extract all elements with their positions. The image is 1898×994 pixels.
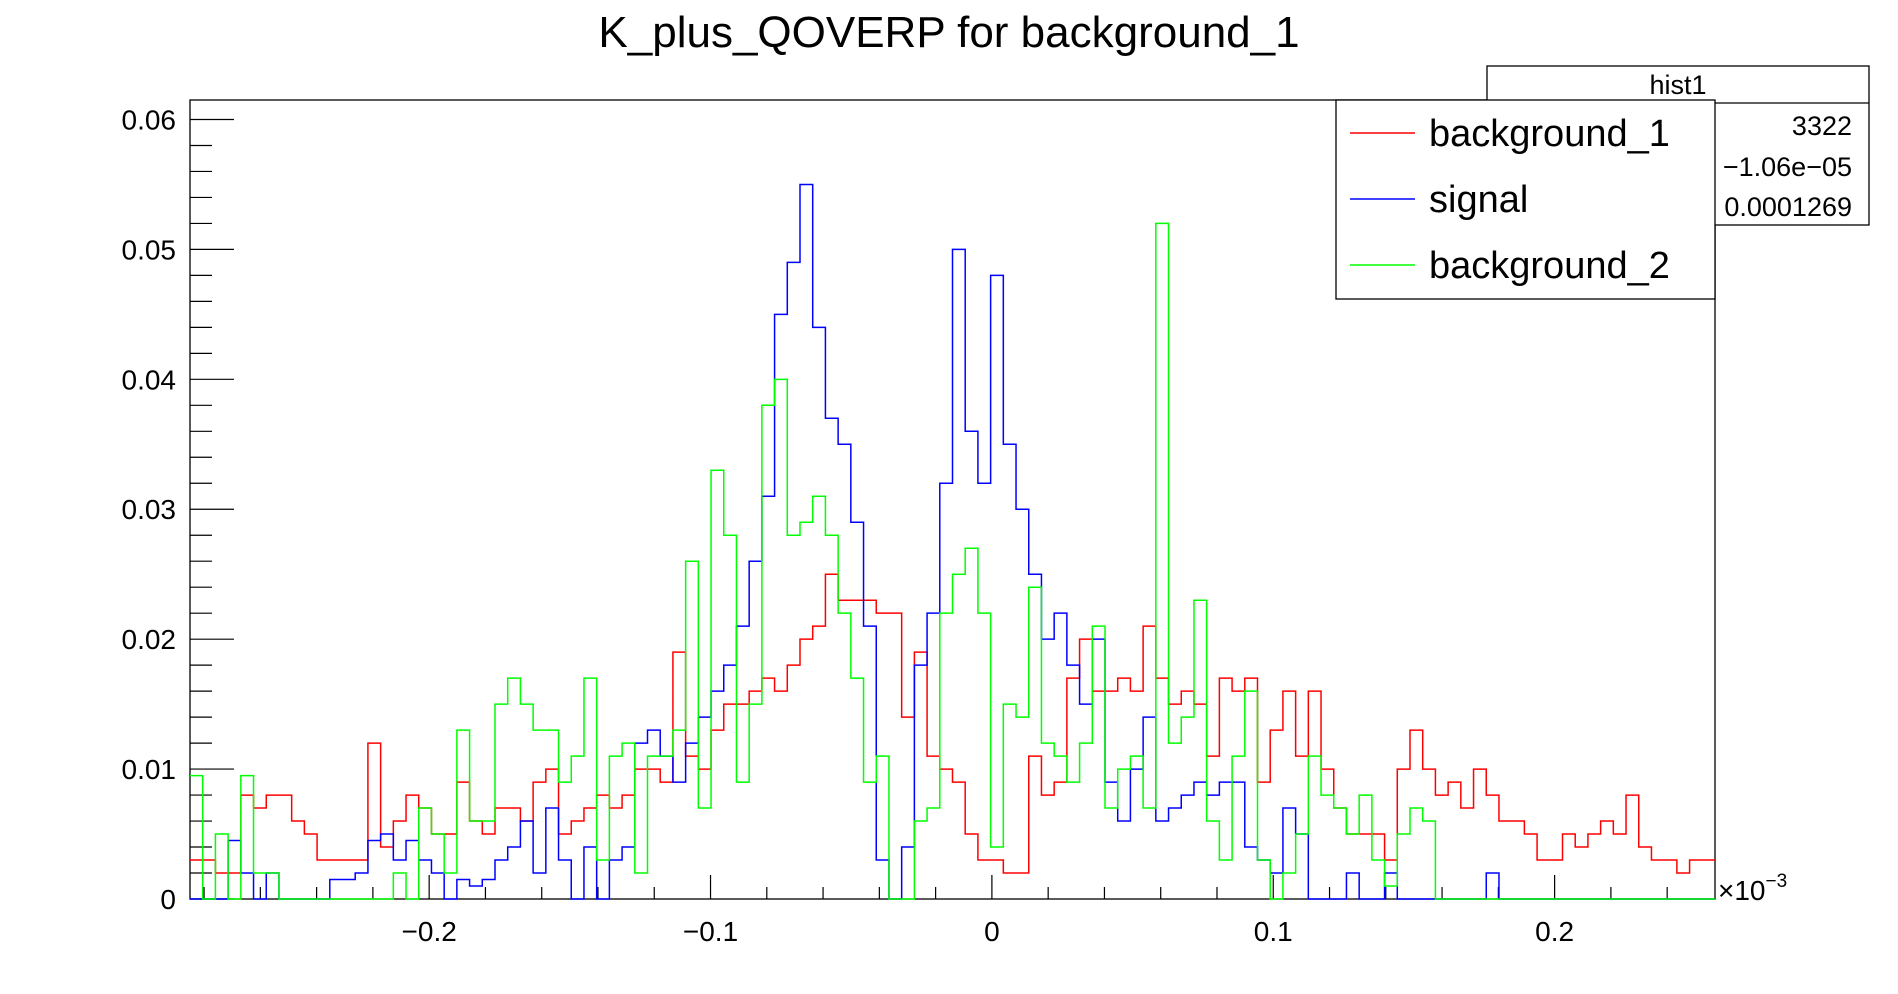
x-tick-label: −0.2 bbox=[402, 916, 457, 947]
stats-box-title: hist1 bbox=[1649, 70, 1706, 100]
legend-entry-background-2: background_2 bbox=[1350, 245, 1670, 287]
y-tick-label: 0.06 bbox=[122, 104, 177, 135]
legend-label-signal: signal bbox=[1429, 179, 1528, 221]
legend: background_1 signal background_2 bbox=[1335, 99, 1716, 300]
stats-entries-value: 3322 bbox=[1792, 111, 1852, 141]
x-tick-label: 0.1 bbox=[1254, 916, 1293, 947]
x-multiplier-label: ×10−3 bbox=[1718, 871, 1787, 906]
legend-entry-signal: signal bbox=[1350, 179, 1528, 221]
axis-ticks bbox=[190, 118, 1668, 900]
legend-label-background-1: background_1 bbox=[1429, 113, 1670, 155]
series-group bbox=[190, 183, 1715, 900]
stats-mean-value: −1.06e−05 bbox=[1723, 152, 1852, 182]
x-tick-label: 0.2 bbox=[1535, 916, 1574, 947]
plot-frame bbox=[189, 99, 1716, 900]
x-tick-label: 0 bbox=[984, 916, 1000, 947]
y-tick-label: 0.03 bbox=[122, 494, 177, 525]
y-tick-label: 0.05 bbox=[122, 234, 177, 265]
stats-stddev-value: 0.0001269 bbox=[1724, 192, 1852, 222]
x-tick-label: −0.1 bbox=[683, 916, 738, 947]
y-tick-label: 0 bbox=[160, 884, 176, 915]
y-tick-label: 0.02 bbox=[122, 624, 177, 655]
chart-title: K_plus_QOVERP for background_1 bbox=[598, 8, 1299, 57]
tick-labels: 0 0.01 0.02 0.03 0.04 0.05 0.06 −0.2 −0.1 0 0.1 0.2 bbox=[122, 104, 1575, 947]
legend-label-background-2: background_2 bbox=[1429, 245, 1670, 287]
y-tick-label: 0.01 bbox=[122, 754, 177, 785]
x-multiplier-base: ×10 bbox=[1718, 875, 1766, 906]
legend-entry-background-1: background_1 bbox=[1350, 113, 1670, 155]
series-background-2 bbox=[190, 222, 1715, 900]
x-multiplier-exponent: −3 bbox=[1766, 871, 1788, 892]
y-tick-label: 0.04 bbox=[122, 364, 177, 395]
